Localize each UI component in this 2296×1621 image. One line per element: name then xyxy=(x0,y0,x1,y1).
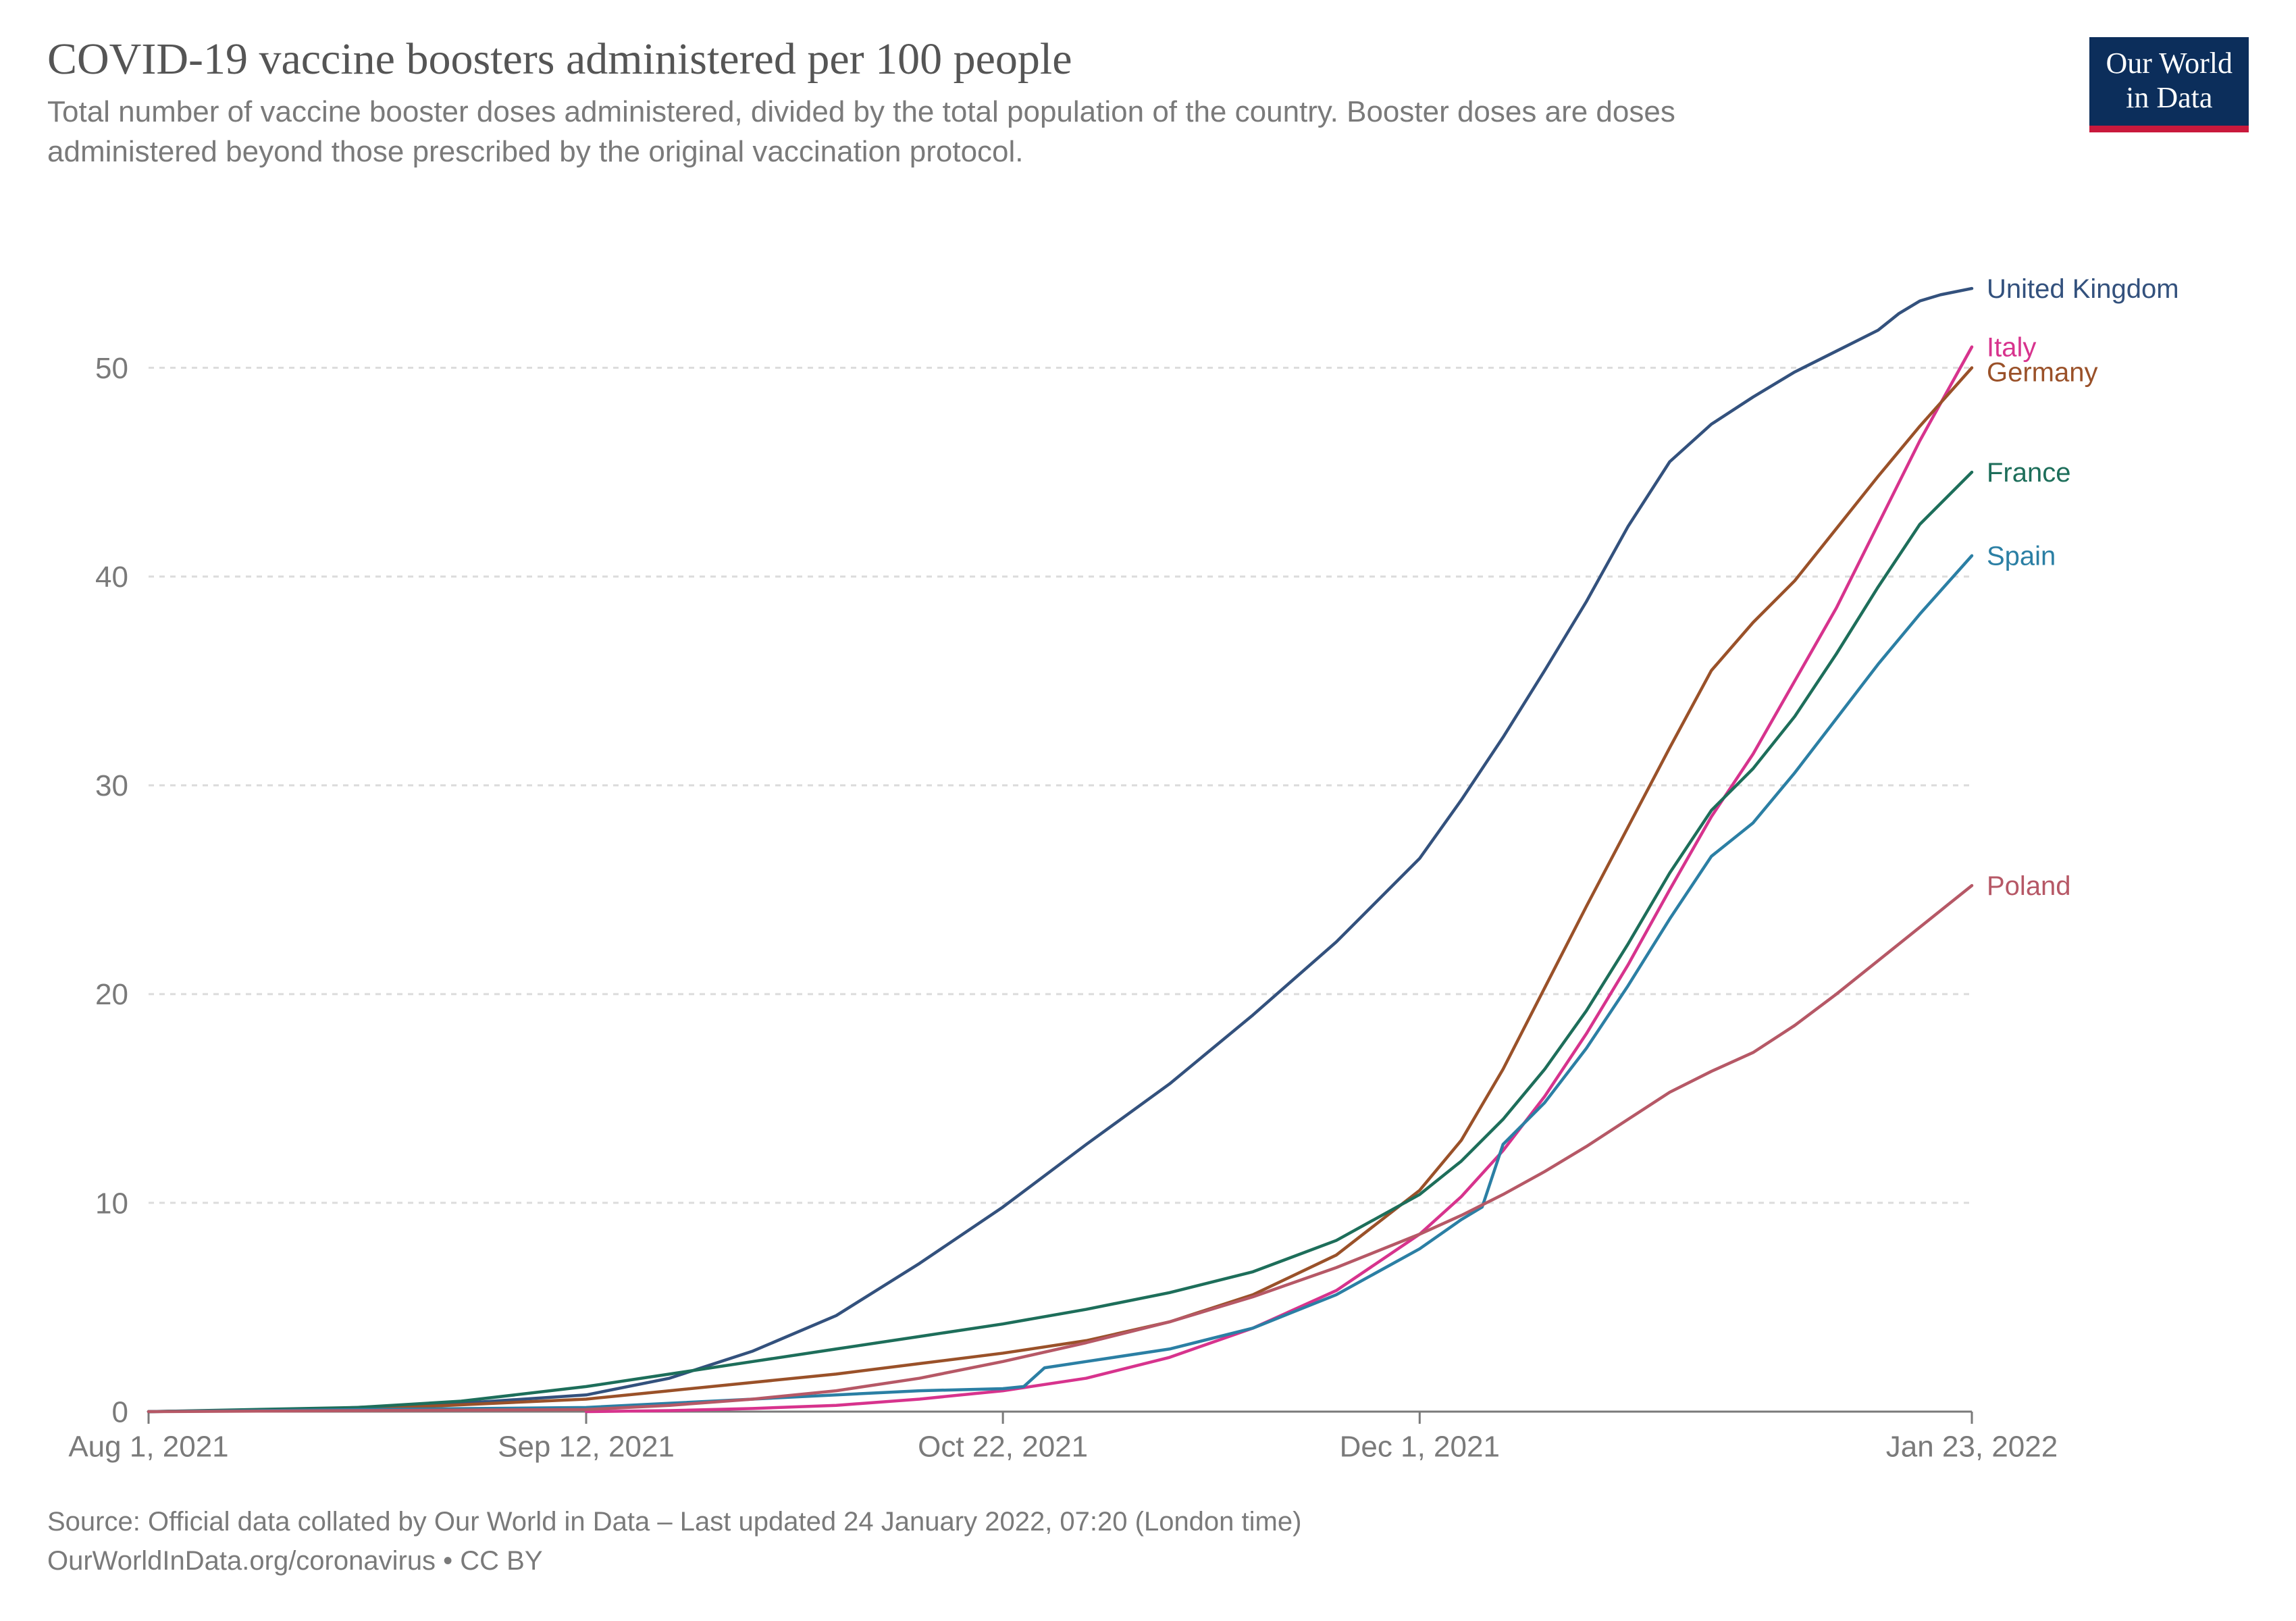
logo-line1: Our World xyxy=(2106,47,2233,81)
chart-title: COVID-19 vaccine boosters administered p… xyxy=(47,34,2249,85)
series-label-germany: Germany xyxy=(1987,358,2098,388)
footer-source: Source: Official data collated by Our Wo… xyxy=(47,1502,1301,1541)
series-line-france xyxy=(149,472,1972,1412)
series-line-poland xyxy=(149,885,1972,1412)
chart-footer: Source: Official data collated by Our Wo… xyxy=(47,1502,1301,1580)
y-tick-label: 40 xyxy=(95,561,128,594)
series-line-italy xyxy=(586,347,1972,1412)
y-tick-label: 50 xyxy=(95,352,128,385)
chart-header: COVID-19 vaccine boosters administered p… xyxy=(47,34,2249,172)
logo-line2: in Data xyxy=(2106,81,2233,115)
y-tick-label: 30 xyxy=(95,769,128,802)
y-tick-label: 10 xyxy=(95,1187,128,1220)
series-line-spain xyxy=(149,556,1972,1412)
footer-link: OurWorldInData.org/coronavirus • CC BY xyxy=(47,1541,1301,1580)
series-label-spain: Spain xyxy=(1987,542,2056,571)
chart-area: 0 10 20 30 40 50 Aug 1, 2021 Sep 12, 2021 Oct 22… xyxy=(47,243,2249,1479)
series-label-france: France xyxy=(1987,458,2071,488)
line-chart: 0 10 20 30 40 50 Aug 1, 2021 Sep 12, 2021 Oct 22… xyxy=(47,243,2249,1479)
series-line-united-kingdom xyxy=(149,288,1972,1412)
x-tick-label: Oct 22, 2021 xyxy=(918,1430,1088,1463)
chart-subtitle: Total number of vaccine booster doses ad… xyxy=(47,92,1803,172)
series-label-united-kingdom: United Kingdom xyxy=(1987,274,2179,304)
x-tick-label: Jan 23, 2022 xyxy=(1886,1430,2058,1463)
x-tick-label: Sep 12, 2021 xyxy=(498,1430,675,1463)
series-line-germany xyxy=(149,368,1972,1412)
x-tick-label: Aug 1, 2021 xyxy=(68,1430,228,1463)
y-tick-label: 20 xyxy=(95,978,128,1011)
page: COVID-19 vaccine boosters administered p… xyxy=(0,0,2296,1621)
x-tick-label: Dec 1, 2021 xyxy=(1340,1430,1500,1463)
owid-logo: Our World in Data xyxy=(2089,37,2249,132)
y-tick-label: 0 xyxy=(112,1395,128,1429)
series-label-poland: Poland xyxy=(1987,871,2071,901)
